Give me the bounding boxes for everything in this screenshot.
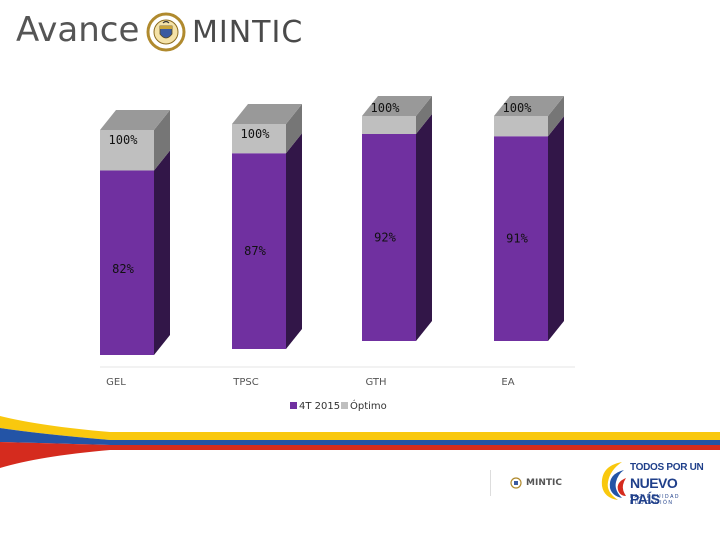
bar-actual-gel	[100, 170, 154, 355]
mintic-header-logo: MINTIC	[146, 12, 303, 52]
bar-target-gel	[100, 130, 154, 171]
bars-layer: 82% 100% 87% 100% 92% 100% 91% 100%	[100, 96, 564, 355]
legend-label: 4T 2015	[299, 401, 340, 412]
bar-top	[494, 96, 564, 116]
category-axis: GEL TPSC GTH EA	[106, 377, 515, 388]
bar-side-actual	[416, 114, 432, 341]
bar-group-ea: 91% 100%	[494, 96, 564, 341]
campaign-line1: TODOS POR UN	[630, 462, 704, 473]
todos-por-un-nuevo-pais-logo: TODOS POR UN NUEVO PAÍS PAZ EQUIDAD EDUC…	[596, 456, 706, 512]
legend-item-target: Óptimo	[341, 399, 387, 412]
bar-target-gth	[362, 116, 416, 134]
legend-label: Óptimo	[350, 399, 387, 412]
bar-side-target	[416, 96, 432, 134]
bar-group-gel: 82% 100%	[100, 110, 170, 355]
chart-legend: 4T 2015 Óptimo	[290, 399, 387, 412]
legend-swatch	[290, 402, 297, 409]
category-label: GEL	[106, 377, 126, 388]
bar-side-target	[154, 110, 170, 171]
bar-top	[362, 96, 432, 116]
slide-title: Avance	[16, 10, 140, 50]
data-label-actual: 82%	[112, 262, 134, 276]
footer-mintic-label: MINTIC	[526, 478, 562, 488]
campaign-line2: NUEVO PAÍS	[630, 475, 678, 507]
data-label-target: 100%	[241, 127, 271, 141]
legend-item-actual: 4T 2015	[290, 401, 340, 412]
data-label-actual: 91%	[506, 232, 528, 246]
campaign-tagline: PAZ EQUIDAD EDUCACIÓN	[630, 494, 681, 506]
bar-group-gth: 92% 100%	[362, 96, 432, 341]
legend-swatch	[341, 402, 348, 409]
footer-mintic-logo: MINTIC	[490, 470, 581, 496]
bar-side-target	[548, 96, 564, 137]
data-label-target: 100%	[109, 133, 139, 147]
bar-group-tpsc: 87% 100%	[232, 104, 302, 349]
bar-target-ea	[494, 116, 548, 137]
mintic-wordmark: MINTIC	[192, 14, 304, 50]
data-label-target: 100%	[371, 101, 401, 115]
bar-top	[232, 104, 302, 124]
category-label: TPSC	[232, 377, 258, 388]
bar-actual-tpsc	[232, 153, 286, 349]
bar-top	[100, 110, 170, 130]
colombia-swirl-icon	[601, 462, 626, 500]
category-label: GTH	[365, 377, 386, 388]
bar-side-target	[286, 104, 302, 154]
category-label: EA	[501, 377, 514, 388]
data-label-actual: 87%	[244, 244, 266, 258]
bar-target-tpsc	[232, 124, 286, 154]
data-label-actual: 92%	[374, 231, 396, 245]
bar-side-actual	[286, 133, 302, 349]
data-label-target: 100%	[503, 101, 533, 115]
bar-side-actual	[154, 150, 170, 355]
bar-actual-gth	[362, 134, 416, 341]
colombia-seal-icon	[146, 12, 186, 52]
mini-seal-icon	[510, 477, 522, 489]
bar-side-actual	[548, 116, 564, 341]
bar-actual-ea	[494, 136, 548, 341]
